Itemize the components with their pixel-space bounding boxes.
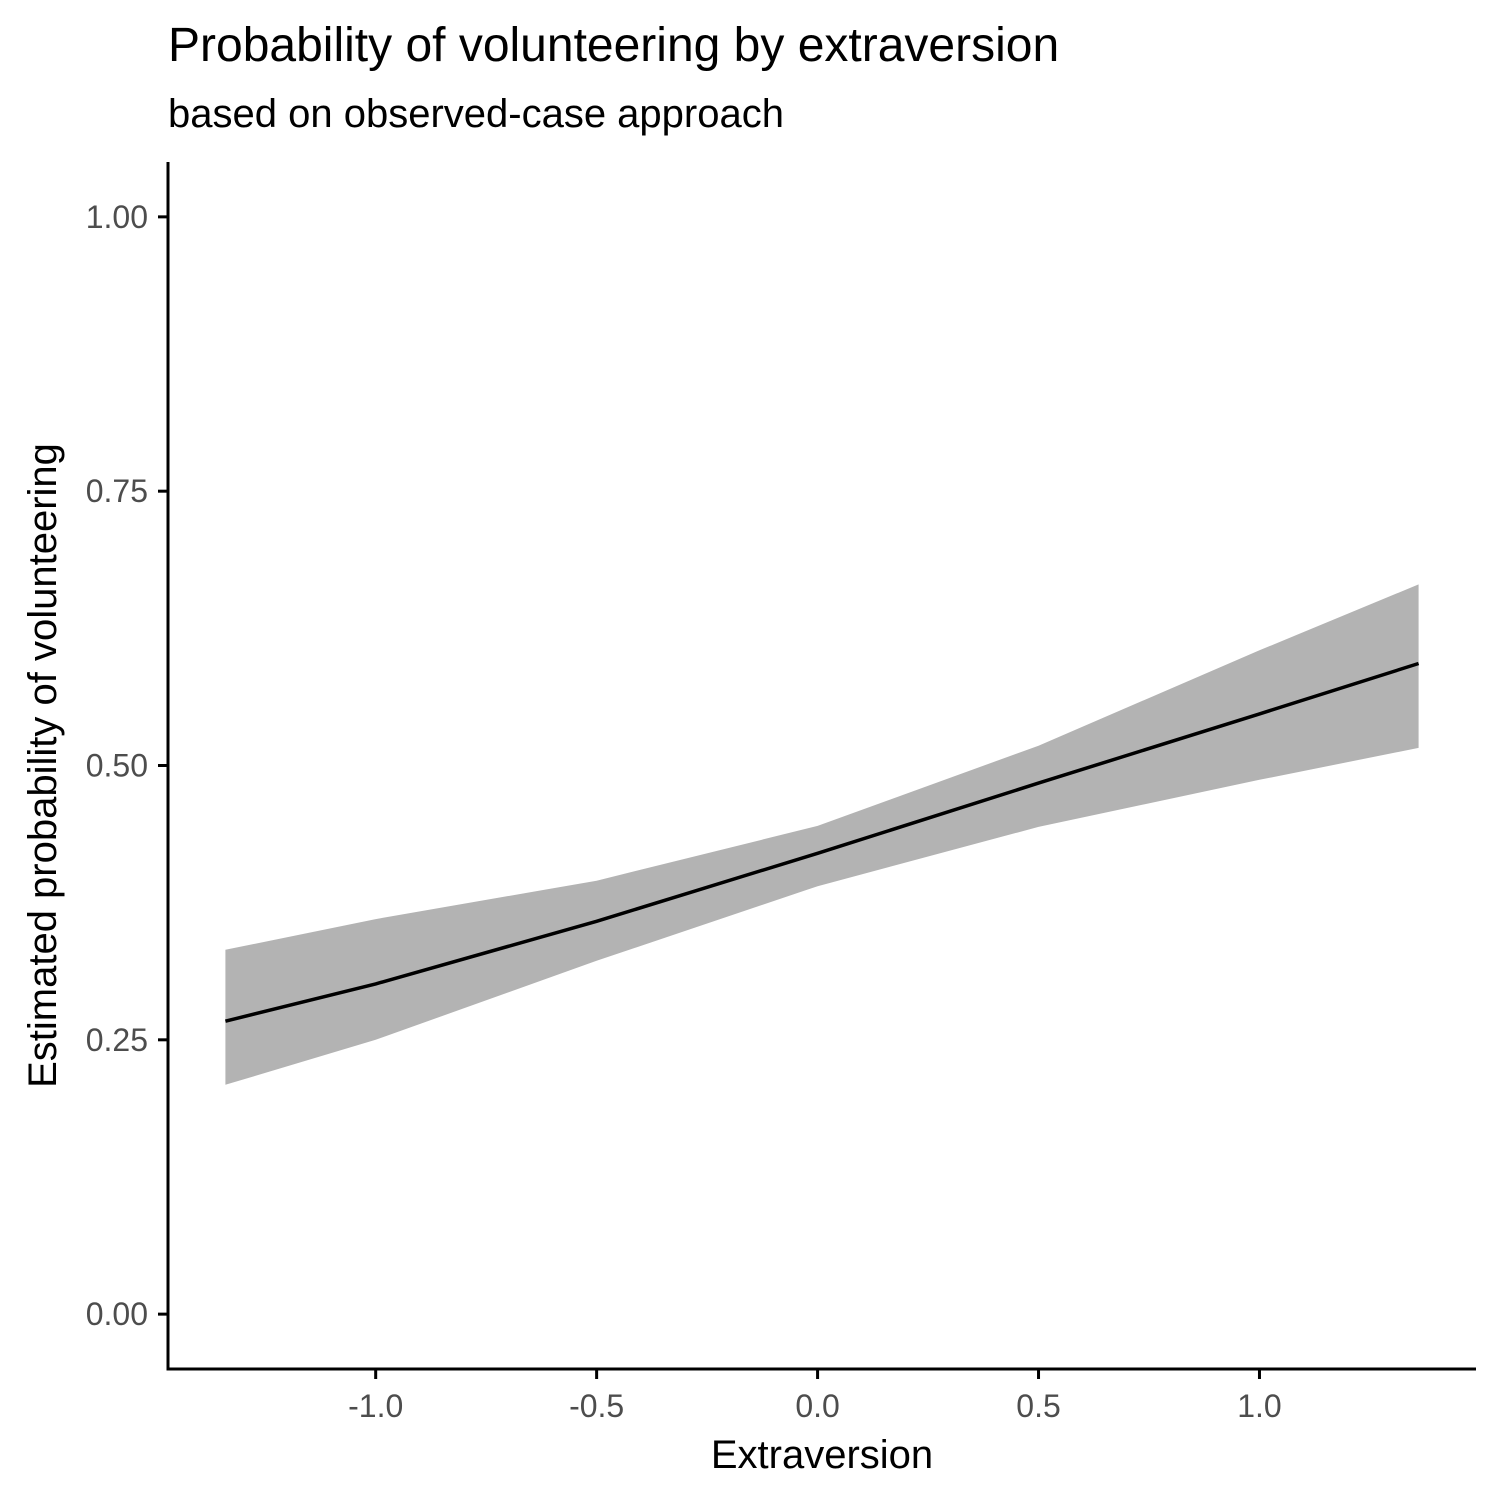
y-tick-label: 0.50 [86, 748, 148, 784]
y-tick-label: 0.75 [86, 473, 148, 509]
x-axis-ticks: -1.0 -0.5 0.0 0.5 1.0 [348, 1369, 1282, 1424]
y-tick-label: 0.25 [86, 1022, 148, 1058]
x-axis-label: Extraversion [711, 1433, 933, 1477]
y-axis-label: Estimated probability of volunteering [21, 443, 65, 1088]
fit-line [224, 661, 1420, 1023]
confidence-ribbon [225, 584, 1419, 1085]
x-tick-label: 0.5 [1016, 1388, 1060, 1424]
y-tick-label: 1.00 [86, 199, 148, 235]
x-tick-label: -0.5 [569, 1388, 624, 1424]
chart-title: Probability of volunteering by extravers… [168, 19, 1060, 72]
x-tick-label: 1.0 [1237, 1388, 1281, 1424]
y-tick-label: 0.00 [86, 1296, 148, 1332]
chart-subtitle: based on observed-case approach [168, 92, 784, 136]
x-tick-label: -1.0 [348, 1388, 403, 1424]
x-tick-label: 0.0 [795, 1388, 839, 1424]
y-axis-ticks: 0.00 0.25 0.50 0.75 1.00 [86, 199, 168, 1332]
